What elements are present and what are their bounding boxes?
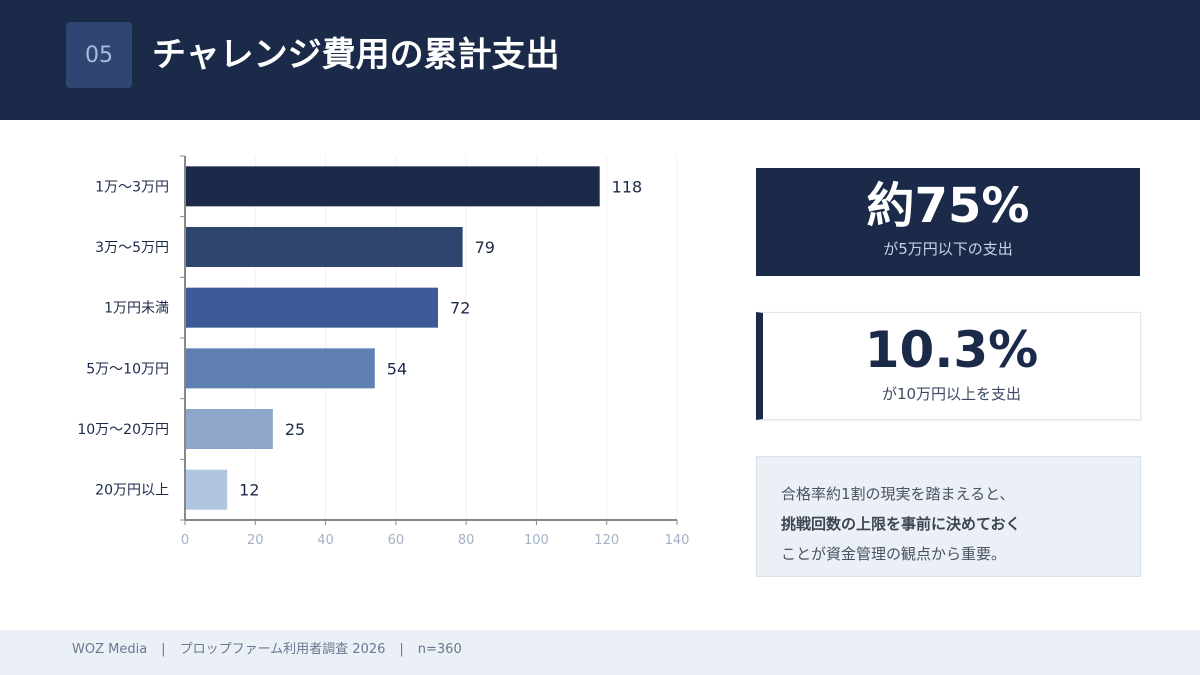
x-tick-label: 140 <box>665 533 690 548</box>
y-tick-label: 1万円未満 <box>104 301 169 317</box>
footer-survey: プロップファーム利用者調査 2026 <box>179 642 386 657</box>
stat-caption: が10万円以上を支出 <box>881 385 1022 403</box>
data-label: 25 <box>285 420 305 439</box>
section-number: 05 <box>66 22 132 88</box>
note-emphasis: 挑戦回数の上限を事前に決めておく <box>781 515 1021 533</box>
bar <box>185 227 463 267</box>
x-tick-label: 60 <box>388 533 405 548</box>
y-tick-label: 1万〜3万円 <box>95 179 169 195</box>
x-tick-label: 40 <box>317 533 334 548</box>
x-tick-label: 80 <box>458 533 475 548</box>
footer-sample-size: n=360 <box>417 642 462 657</box>
stat-caption: が5万円以下の支出 <box>883 240 1013 258</box>
footer-source: WOZ Media <box>72 642 148 657</box>
bar <box>185 348 375 389</box>
stat-value: 10.3% <box>864 321 1039 379</box>
stat-value: 約75% <box>866 178 1030 234</box>
footer: WOZ Media | プロップファーム利用者調査 2026 | n=360 <box>0 630 1200 675</box>
y-tick-label: 3万〜5万円 <box>95 240 169 256</box>
bar <box>185 409 273 449</box>
stat-card-10: 10.3% が10万円以上を支出 <box>756 312 1141 420</box>
y-tick-label: 10万〜20万円 <box>77 422 169 438</box>
note-line: ことが資金管理の観点から重要。 <box>781 545 1007 563</box>
x-tick-label: 0 <box>181 533 189 548</box>
data-label: 118 <box>612 177 643 196</box>
data-label: 79 <box>475 238 495 257</box>
page-title: チャレンジ費用の累計支出 <box>152 35 560 75</box>
y-tick-label: 5万〜10万円 <box>86 361 169 377</box>
bar-chart: 0 20 40 60 80 100 120 140 1万〜3万円 118 3万〜5万円 79 1万円未満… <box>77 155 690 548</box>
x-tick-label: 20 <box>247 533 264 548</box>
x-tick-label: 100 <box>524 533 549 548</box>
note-line: 合格率約1割の現実を踏まえると、 <box>781 485 1015 503</box>
note-box: 合格率約1割の現実を踏まえると、 挑戦回数の上限を事前に決めておく ことが資金管… <box>756 456 1141 577</box>
data-label: 12 <box>239 481 259 500</box>
bar <box>185 469 228 510</box>
bar <box>185 287 439 328</box>
data-label: 72 <box>450 299 470 318</box>
stat-card-75: 約75% が5万円以下の支出 <box>756 168 1140 276</box>
data-label: 54 <box>387 359 407 378</box>
bar <box>185 166 600 207</box>
y-tick-label: 20万円以上 <box>95 483 169 499</box>
x-tick-label: 120 <box>594 533 619 548</box>
footer-separator: | <box>399 642 404 657</box>
header: 05 チャレンジ費用の累計支出 <box>0 0 1200 120</box>
footer-separator: | <box>161 642 166 657</box>
